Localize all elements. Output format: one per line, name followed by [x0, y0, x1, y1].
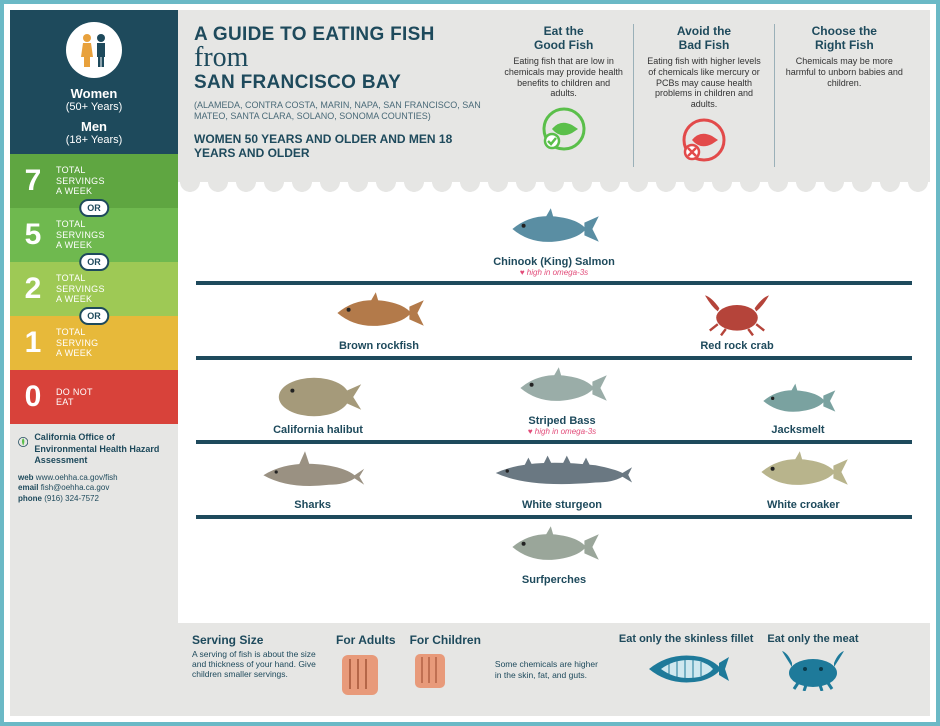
or-pill: OR [79, 307, 109, 325]
men-label: Men [16, 119, 172, 134]
layout: Women (50+ Years) Men (18+ Years) 7 TOTA… [10, 10, 930, 716]
serving-label: TOTALSERVINGSA WEEK [50, 219, 105, 250]
credit-email: email fish@oehha.ca.gov [18, 483, 170, 493]
counties: (ALAMEDA, CONTRA COSTA, MARIN, NAPA, SAN… [194, 100, 484, 122]
fish-grid: Chinook (King) Salmon♥ high in omega-3sB… [178, 195, 930, 623]
fish-item: White croaker [755, 448, 851, 511]
pillar: Choose theRight Fish Chemicals may be mo… [774, 24, 914, 167]
women-age: (50+ Years) [16, 101, 172, 113]
fish-name: Surfperches [506, 574, 602, 586]
eat-meat: Eat only the meat [767, 633, 858, 696]
pillar-heading: Eat theGood Fish [504, 24, 623, 52]
serving-label: TOTALSERVINGSA WEEK [50, 165, 105, 196]
serving-label: DO NOTEAT [50, 387, 93, 408]
header: A GUIDE TO EATING FISH from SAN FRANCISC… [178, 10, 930, 195]
footer: Serving Size A serving of fish is about … [178, 623, 930, 716]
men-age: (18+ Years) [16, 134, 172, 146]
main: A GUIDE TO EATING FISH from SAN FRANCISC… [178, 10, 930, 716]
fish-name: Red rock crab [697, 340, 777, 352]
pillar-heading: Avoid theBad Fish [644, 24, 763, 52]
serving-label: TOTALSERVINGSA WEEK [50, 273, 105, 304]
sidebar: Women (50+ Years) Men (18+ Years) 7 TOTA… [10, 10, 178, 716]
or-pill: OR [79, 199, 109, 217]
serving-number: 7 [16, 164, 50, 198]
fish-row: California halibut Striped Bass♥ high in … [196, 360, 912, 444]
serving-row: 0 DO NOTEAT [10, 370, 178, 424]
wave-divider [178, 182, 930, 196]
subhead: WOMEN 50 YEARS AND OLDER AND MEN 18 YEAR… [194, 132, 484, 160]
for-children: For Children [410, 633, 481, 698]
demographics-block: Women (50+ Years) Men (18+ Years) [10, 10, 178, 154]
fish-name: Chinook (King) Salmon [493, 256, 615, 268]
eat-fillet: Eat only the skinless fillet [619, 633, 754, 696]
fish-name: Striped Bass [514, 415, 610, 427]
fish-item: Sharks [257, 448, 369, 511]
omega-note: ♥ high in omega-3s [493, 268, 615, 277]
title-line3: SAN FRANCISCO BAY [194, 72, 484, 94]
credit-block: California Office of Environmental Healt… [10, 424, 178, 716]
serving-title: Serving Size [192, 633, 322, 647]
servings-list: 7 TOTALSERVINGSA WEEK OR 5 TOTALSERVINGSA … [10, 154, 178, 424]
serving-number: 1 [16, 326, 50, 360]
fish-item: California halibut [270, 373, 366, 436]
credit-phone: phone (916) 324-7572 [18, 494, 170, 504]
chem-note: Some chemicals are higher in the skin, f… [495, 659, 605, 679]
fish-row: Sharks White sturgeon White croaker [196, 444, 912, 519]
demographic-icon [66, 22, 122, 78]
pillar-text: Eating fish with higher levels of chemic… [644, 56, 763, 110]
fish-item: Jacksmelt [758, 381, 838, 436]
fish-item: Striped Bass♥ high in omega-3s [514, 364, 610, 436]
title-block: A GUIDE TO EATING FISH from SAN FRANCISC… [194, 24, 484, 167]
pillar: Avoid theBad Fish Eating fish with highe… [633, 24, 773, 167]
fish-item: Red rock crab [697, 289, 777, 352]
serving-number: 0 [16, 380, 50, 414]
serving-number: 5 [16, 218, 50, 252]
fish-item: White sturgeon [490, 448, 634, 511]
pillar-icon [504, 107, 623, 156]
org-name: California Office of Environmental Healt… [18, 432, 170, 467]
fish-name: Brown rockfish [331, 340, 427, 352]
credit-web: web www.oehha.ca.gov/fish [18, 473, 170, 483]
pillar: Eat theGood Fish Eating fish that are lo… [494, 24, 633, 167]
fish-item: Chinook (King) Salmon♥ high in omega-3s [493, 205, 615, 277]
fish-row: Chinook (King) Salmon♥ high in omega-3s [196, 201, 912, 285]
fish-name: White sturgeon [490, 499, 634, 511]
for-adults: For Adults [336, 633, 396, 706]
serving-number: 2 [16, 272, 50, 306]
omega-note: ♥ high in omega-3s [514, 427, 610, 436]
page: Women (50+ Years) Men (18+ Years) 7 TOTA… [0, 0, 940, 726]
fish-item: Brown rockfish [331, 289, 427, 352]
title-line2: from [194, 42, 484, 74]
women-label: Women [16, 86, 172, 101]
fish-row: Surfperches [196, 519, 912, 590]
fish-name: Jacksmelt [758, 424, 838, 436]
fish-name: Sharks [257, 499, 369, 511]
pillar-text: Eating fish that are low in chemicals ma… [504, 56, 623, 99]
fish-name: California halibut [270, 424, 366, 436]
serving-label: TOTALSERVINGA WEEK [50, 327, 98, 358]
pillars: Eat theGood Fish Eating fish that are lo… [494, 24, 914, 167]
fish-item: Surfperches [506, 523, 602, 586]
or-pill: OR [79, 253, 109, 271]
fish-row: Brown rockfish Red rock crab [196, 285, 912, 360]
pillar-heading: Choose theRight Fish [785, 24, 904, 52]
fish-name: White croaker [755, 499, 851, 511]
pillar-text: Chemicals may be more harmful to unborn … [785, 56, 904, 88]
pillar-icon [644, 118, 763, 167]
serving-text: A serving of fish is about the size and … [192, 649, 322, 680]
serving-size: Serving Size A serving of fish is about … [192, 633, 322, 680]
